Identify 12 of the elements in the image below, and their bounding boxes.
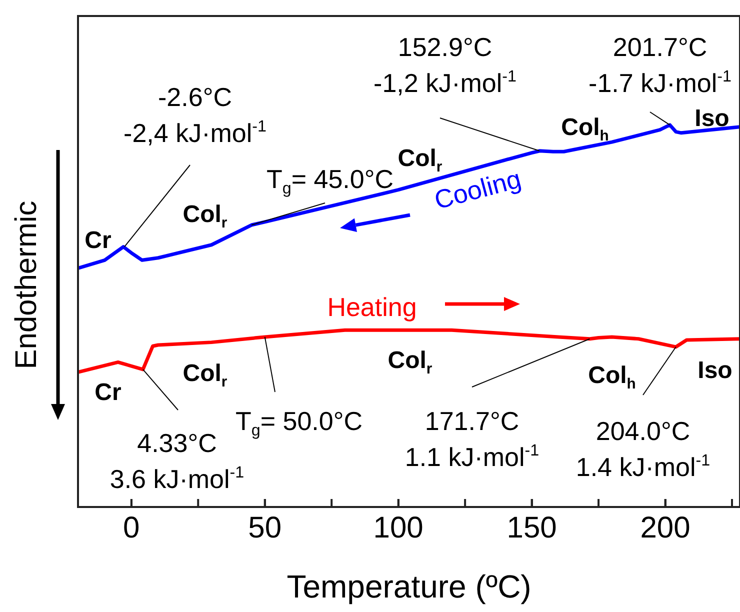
x-tick-label: 100 xyxy=(373,511,424,544)
annotation: Iso xyxy=(694,105,730,132)
x-axis-title: Temperature (ºC) xyxy=(286,568,532,605)
x-tick-label: 150 xyxy=(506,511,557,544)
annotation: Cr xyxy=(84,227,112,254)
annotation: Iso xyxy=(698,357,732,384)
x-tick-label: 0 xyxy=(123,511,140,544)
legend-label: Heating xyxy=(327,292,417,322)
x-tick-label: 50 xyxy=(248,511,282,544)
y-axis-title: Endothermic xyxy=(10,200,43,370)
x-tick-label: 200 xyxy=(640,511,690,544)
annotation: Cr xyxy=(94,379,122,406)
